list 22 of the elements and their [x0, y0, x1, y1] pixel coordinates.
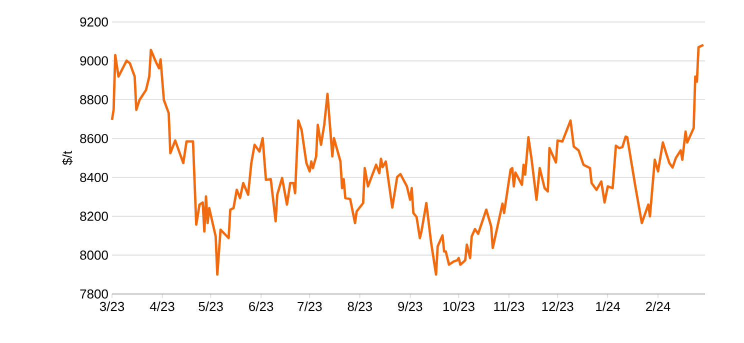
x-tick-label: 11/23 — [494, 302, 524, 312]
y-tick-label: 8800 — [80, 95, 108, 104]
y-tick-label: 8000 — [80, 250, 108, 260]
x-tick-label: 1/24 — [596, 302, 620, 312]
line-series — [110, 44, 705, 276]
x-tick-label: 12/23 — [542, 302, 574, 312]
x-tick-label: 3/23 — [100, 302, 124, 312]
x-tick-label: 4/23 — [150, 302, 174, 312]
y-tick-label: 9000 — [80, 56, 108, 66]
x-tick-label: 5/23 — [198, 302, 223, 312]
y-axis-title: $/t — [62, 150, 73, 166]
x-tick-label: 7/23 — [298, 302, 322, 312]
y-tick-label: 9200 — [80, 17, 108, 27]
x-tick-label: 9/23 — [398, 302, 422, 312]
x-tick-label: 6/23 — [249, 302, 274, 312]
x-tick-label: 10/23 — [443, 302, 474, 312]
y-tick-label: 7800 — [80, 289, 108, 299]
y-tick-label: 8600 — [80, 134, 108, 144]
x-tick-label: 8/23 — [348, 302, 372, 312]
x-tick-label: 2/24 — [646, 302, 670, 312]
y-tick-label: 8200 — [80, 212, 108, 221]
y-tick-label: 8400 — [80, 172, 108, 182]
